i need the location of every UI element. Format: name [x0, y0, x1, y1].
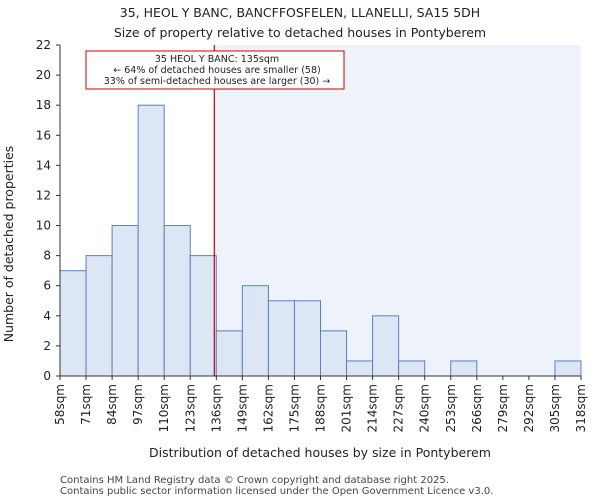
chart-title: 35, HEOL Y BANC, BANCFFOSFELEN, LLANELLI…	[120, 5, 480, 20]
footer-line-2: Contains public sector information licen…	[60, 486, 493, 497]
y-tick-label: 14	[36, 158, 51, 172]
x-tick-label: 253sqm	[444, 384, 458, 432]
bar-162sqm	[267, 300, 295, 377]
bar-149sqm	[241, 285, 269, 377]
x-tick-label: 279sqm	[496, 384, 510, 432]
x-tick-label: 136sqm	[209, 384, 223, 432]
chart-subtitle: Size of property relative to detached ho…	[114, 25, 486, 40]
y-axis-label: Number of detached properties	[1, 146, 16, 343]
x-tick-label: 123sqm	[183, 384, 197, 432]
footer-line-1: Contains HM Land Registry data © Crown c…	[60, 475, 449, 486]
x-tick-label: 188sqm	[314, 384, 328, 432]
annotation-line-2: ← 64% of detached houses are smaller (58…	[113, 65, 320, 76]
x-tick-label: 97sqm	[131, 384, 145, 425]
x-tick-label: 84sqm	[105, 384, 119, 425]
x-tick-label: 162sqm	[261, 384, 275, 432]
x-tick-label: 58sqm	[53, 384, 67, 425]
x-tick-label: 305sqm	[548, 384, 562, 432]
annotation-border	[85, 50, 345, 90]
x-tick-label: 71sqm	[79, 384, 93, 425]
x-tick-label: 240sqm	[418, 384, 432, 432]
x-tick-label: 201sqm	[340, 384, 354, 432]
y-tick-label: 8	[43, 249, 51, 263]
y-tick-label: 2	[43, 339, 51, 353]
bars-group	[59, 104, 582, 377]
x-tick-label: 292sqm	[522, 384, 536, 432]
y-tick-label: 0	[43, 369, 51, 383]
bar-123sqm	[189, 255, 217, 377]
x-tick-label: 227sqm	[392, 384, 406, 432]
bar-97sqm	[137, 104, 165, 377]
y-tick-label: 18	[36, 98, 51, 112]
bar-188sqm	[320, 330, 348, 377]
y-tick-label: 12	[36, 188, 51, 202]
x-tick-label: 175sqm	[287, 384, 301, 432]
x-tick-label: 110sqm	[157, 384, 171, 432]
bar-227sqm	[398, 360, 426, 377]
y-tick-label: 6	[43, 279, 51, 293]
x-tick-label: 318sqm	[574, 384, 588, 432]
y-tick-label: 20	[36, 68, 51, 82]
x-axis-label: Distribution of detached houses by size …	[149, 445, 491, 460]
y-tick-label: 16	[36, 128, 51, 142]
y-tick-label: 4	[43, 309, 51, 323]
y-ticks-group: 0 2 4 6 8 10 12 14 16 18 20 22	[36, 38, 60, 383]
annotation-box: 35 HEOL Y BANC: 135sqm ← 64% of detached…	[85, 50, 345, 90]
bar-84sqm	[111, 225, 139, 377]
y-tick-label: 22	[36, 38, 51, 52]
y-tick-label: 10	[36, 219, 51, 233]
annotation-line-1: 35 HEOL Y BANC: 135sqm	[155, 54, 279, 65]
x-ticks-group: 58sqm 71sqm 84sqm 97sqm 110sqm 123sqm 136sqm 14…	[53, 376, 588, 432]
bar-58sqm	[59, 270, 87, 377]
x-tick-label: 266sqm	[470, 384, 484, 432]
annotation-line-3: 33% of semi-detached houses are larger (…	[104, 76, 331, 87]
bar-201sqm	[346, 360, 374, 377]
x-tick-label: 149sqm	[235, 384, 249, 432]
bar-110sqm	[163, 225, 191, 377]
bar-71sqm	[85, 255, 113, 377]
bar-136sqm	[215, 330, 243, 377]
x-tick-label: 214sqm	[366, 384, 380, 432]
bar-305sqm	[554, 360, 582, 377]
bar-214sqm	[372, 315, 400, 377]
bar-175sqm	[293, 300, 322, 377]
bar-253sqm	[450, 360, 478, 377]
